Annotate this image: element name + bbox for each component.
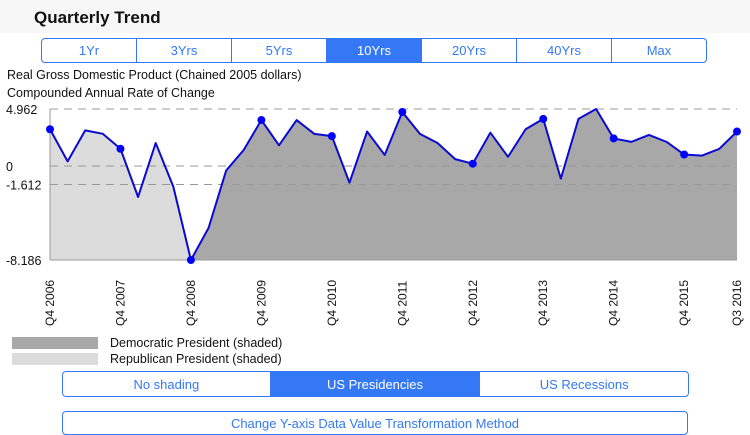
x-tick-label: Q4 2011 bbox=[395, 281, 409, 326]
data-point-marker bbox=[116, 144, 125, 153]
data-point-marker bbox=[609, 134, 618, 143]
data-point-marker bbox=[398, 108, 407, 117]
data-point-marker bbox=[468, 159, 477, 168]
tab-5yrs[interactable]: 5Yrs bbox=[231, 39, 326, 62]
series-line bbox=[49, 108, 738, 261]
tab-1yr[interactable]: 1Yr bbox=[78, 43, 100, 58]
header: Quarterly Trend bbox=[0, 0, 750, 33]
tab-max[interactable]: Max bbox=[611, 39, 706, 62]
y-tick-label: -1.612 bbox=[6, 179, 41, 193]
x-tick-label: Q4 2007 bbox=[113, 280, 127, 326]
page-title: Quarterly Trend bbox=[34, 8, 161, 27]
range-segmented-control: 1Yr 3Yrs 5Yrs 10Yrs 20Yrs 40Yrs Max bbox=[41, 38, 707, 63]
x-tick-label: Q4 2008 bbox=[184, 280, 198, 326]
legend-swatch-democratic bbox=[12, 337, 98, 349]
data-point-marker bbox=[186, 256, 195, 264]
tab-40yrs[interactable]: 40Yrs bbox=[516, 39, 611, 62]
chart-subtitle: Compounded Annual Rate of Change bbox=[7, 86, 215, 100]
data-point-marker bbox=[257, 116, 266, 125]
x-tick-label: Q4 2006 bbox=[43, 280, 57, 326]
tab-no-shading[interactable]: No shading bbox=[133, 376, 200, 392]
legend-swatch-republican bbox=[12, 353, 98, 365]
change-transformation-button[interactable]: Change Y-axis Data Value Transformation … bbox=[62, 411, 688, 435]
y-tick-label: 0 bbox=[6, 160, 13, 174]
x-tick-label: Q3 2016 bbox=[730, 280, 744, 326]
x-tick-label: Q4 2014 bbox=[607, 280, 621, 326]
x-tick-label: Q4 2012 bbox=[466, 280, 480, 326]
x-tick-label: Q4 2015 bbox=[677, 280, 691, 326]
data-point-marker bbox=[733, 127, 741, 136]
tab-us-presidencies[interactable]: US Presidencies bbox=[269, 372, 480, 396]
tab-us-recessions[interactable]: US Recessions bbox=[479, 372, 688, 396]
shading-segmented-control: No shading US Presidencies US Recessions bbox=[62, 371, 689, 397]
y-tick-label: -8.186 bbox=[6, 254, 41, 268]
tab-3yrs[interactable]: 3Yrs bbox=[136, 39, 231, 62]
data-point-marker bbox=[46, 125, 54, 134]
data-point-marker bbox=[680, 150, 689, 159]
y-tick-label: 4.962 bbox=[6, 103, 37, 117]
x-tick-label: Q4 2010 bbox=[325, 280, 339, 326]
legend-label-democratic: Democratic President (shaded) bbox=[110, 336, 283, 350]
tab-10yrs[interactable]: 10Yrs bbox=[326, 39, 421, 62]
legend-label-republican: Republican President (shaded) bbox=[110, 352, 282, 366]
data-point-marker bbox=[539, 114, 548, 123]
x-tick-label: Q4 2013 bbox=[536, 280, 550, 326]
x-tick-label: Q4 2009 bbox=[254, 280, 268, 326]
chart-title: Real Gross Domestic Product (Chained 200… bbox=[7, 68, 302, 82]
shaded-area-0 bbox=[50, 129, 191, 260]
data-point-marker bbox=[327, 132, 336, 141]
tab-20yrs[interactable]: 20Yrs bbox=[421, 39, 516, 62]
